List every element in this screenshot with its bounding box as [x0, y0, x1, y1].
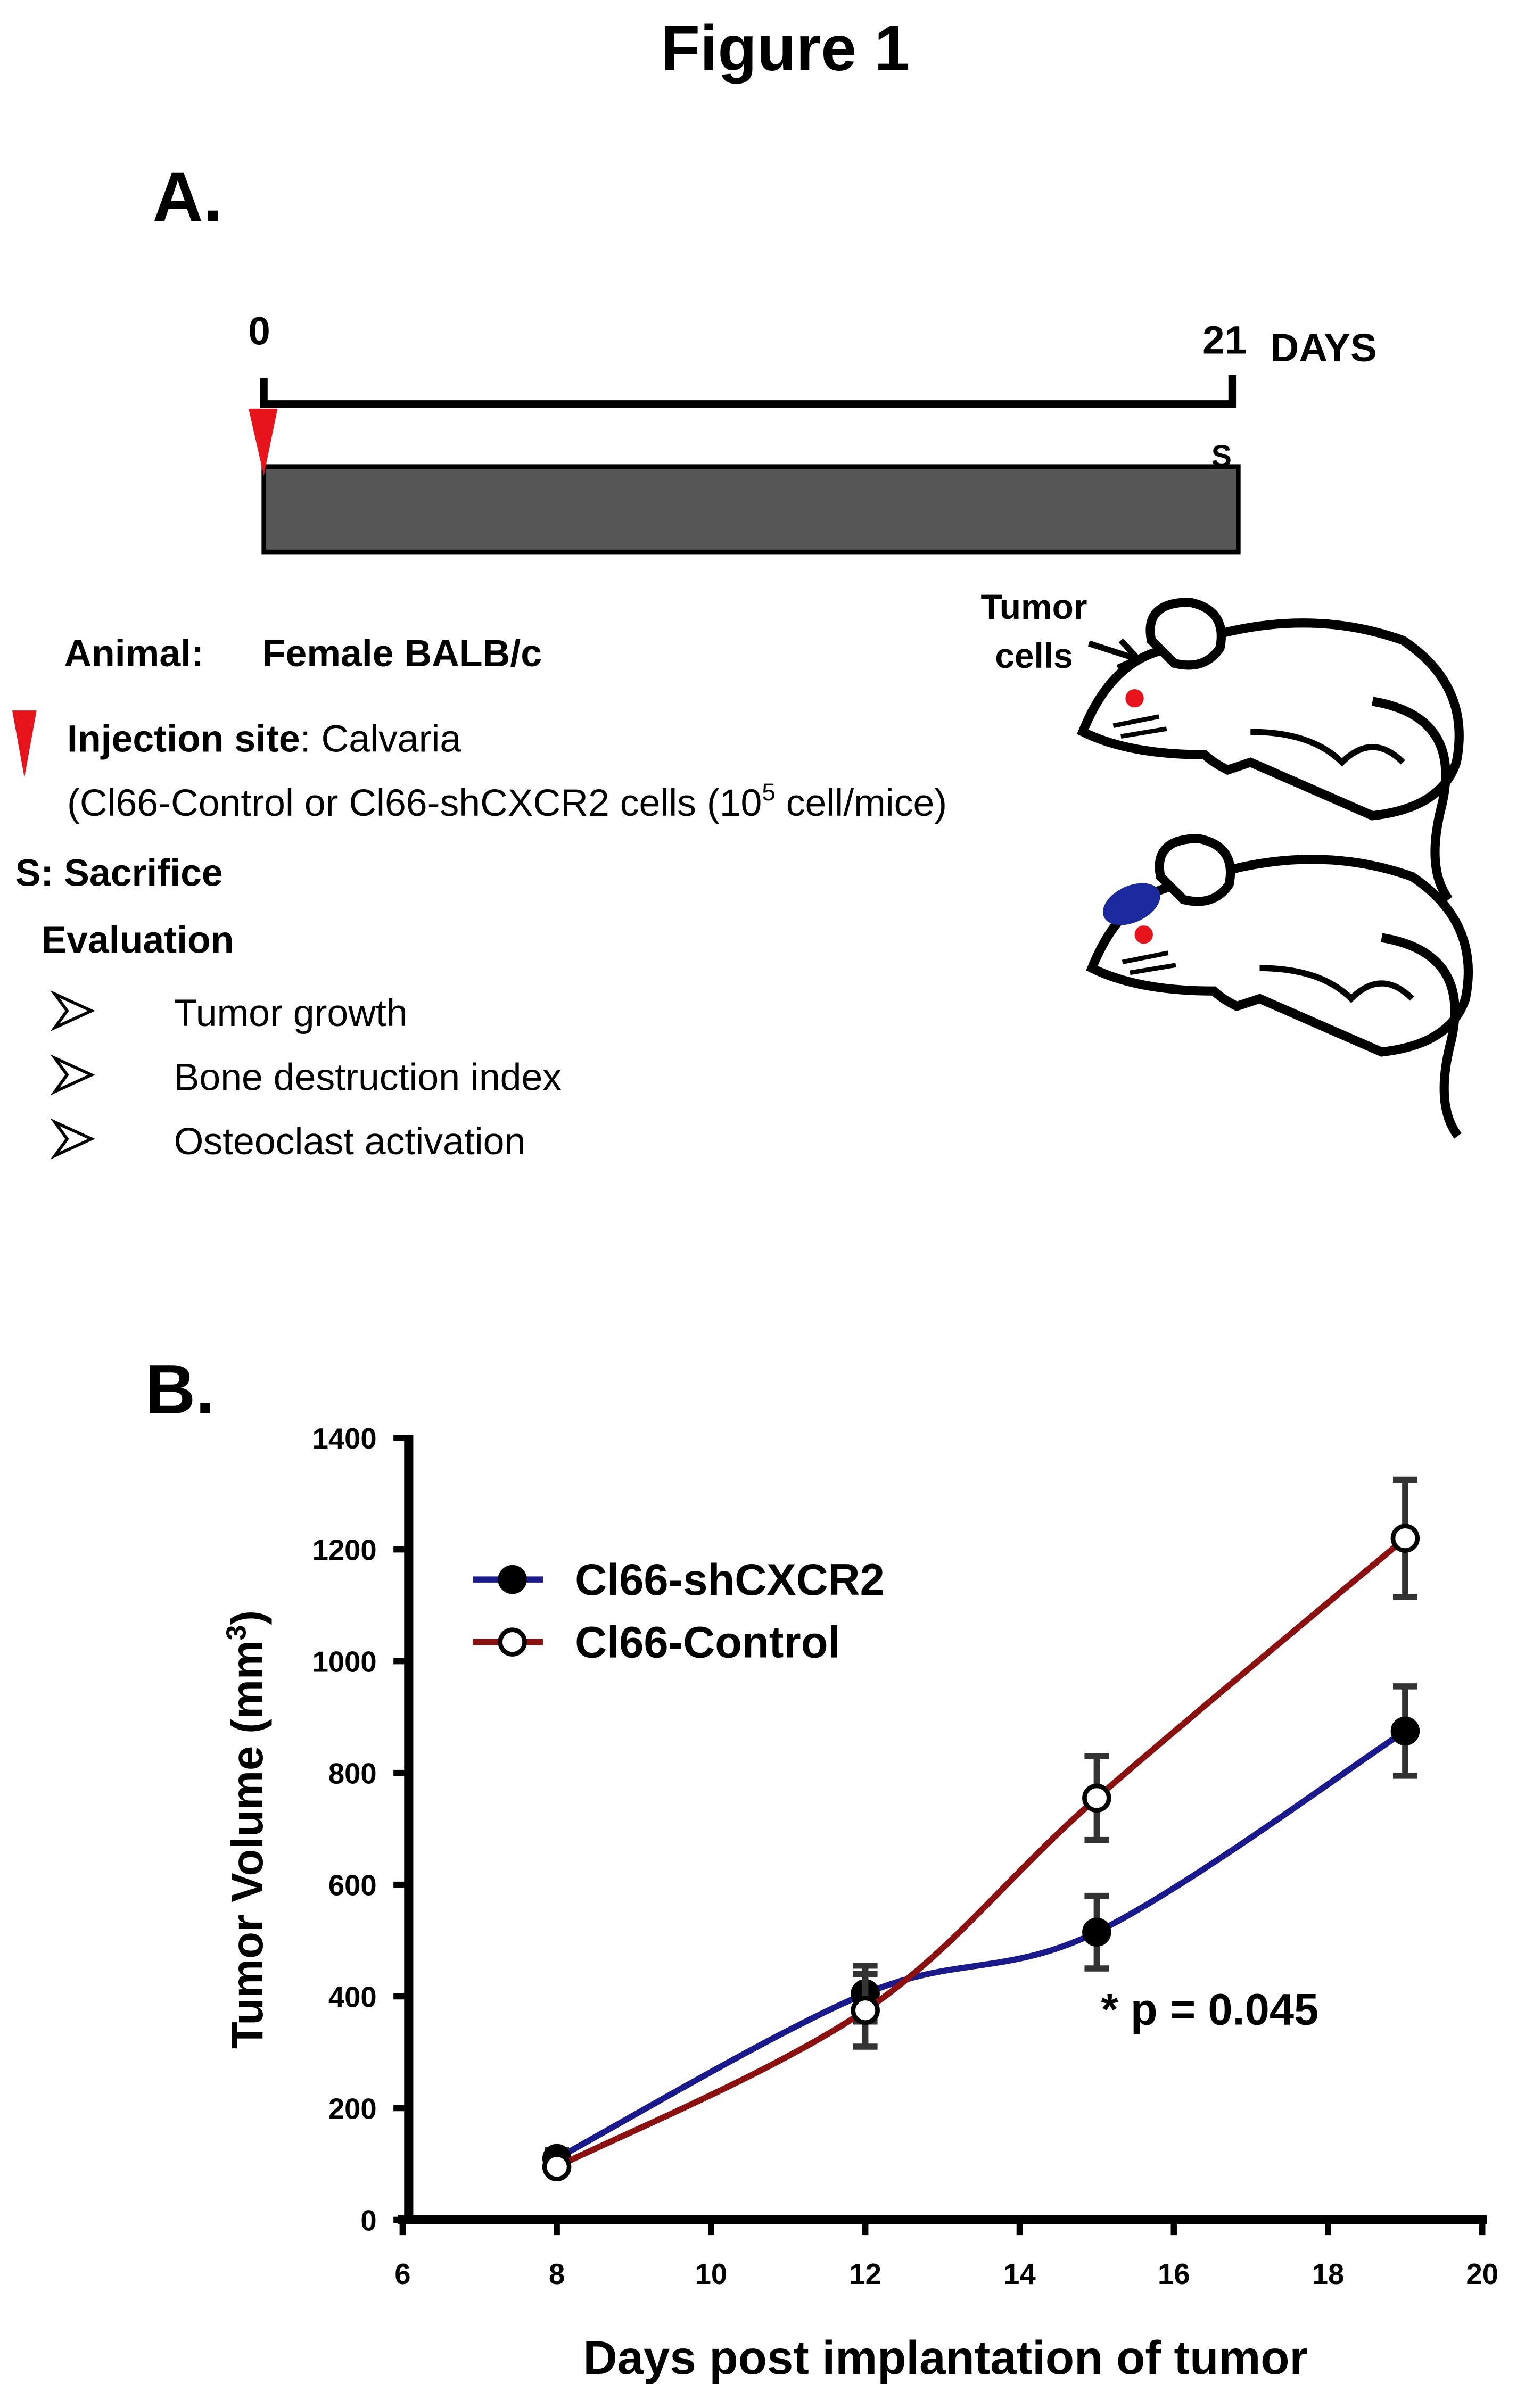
y-tick-label: 800 — [328, 1758, 377, 1790]
timeline-start: 0 — [248, 309, 270, 353]
data-point — [1082, 1917, 1111, 1947]
y-tick-label: 1000 — [312, 1646, 377, 1678]
y-axis-title: Tumor Volume (mm3) — [220, 1610, 272, 2049]
y-tick-label: 400 — [328, 1981, 377, 2014]
data-point — [1082, 1783, 1111, 1813]
figure-title: Figure 1 — [661, 13, 910, 84]
tumor-label: Tumor — [980, 587, 1087, 626]
injection: Injection site: Calvaria — [67, 717, 461, 760]
legend-label: Cl66-shCXCR2 — [575, 1555, 885, 1604]
timeline-end: 21 — [1202, 318, 1247, 362]
treatment-bar — [261, 464, 1241, 555]
x-tick-label: 14 — [1003, 2258, 1036, 2290]
x-tick-label: 18 — [1312, 2258, 1345, 2290]
injection-icon — [12, 710, 37, 778]
y-tick-label: 600 — [328, 1869, 377, 1902]
mouse — [1092, 839, 1468, 1136]
data-point — [542, 2152, 572, 2181]
y-tick-label: 1200 — [312, 1534, 377, 1567]
x-tick-label: 20 — [1466, 2258, 1499, 2290]
bullets — [50, 990, 95, 1160]
sacrifice: S: Sacrifice — [15, 852, 223, 895]
y-axis-title-text: Tumor Volume (mm — [222, 1640, 272, 2049]
x-tick-label: 8 — [549, 2258, 565, 2290]
legend-label: Cl66-Control — [575, 1617, 840, 1667]
evaluation-item: Osteoclast activation — [174, 1120, 526, 1163]
tumor — [1102, 883, 1160, 925]
y-axis-title-exponent: 3 — [220, 1625, 251, 1641]
animal: Female BALB/c — [262, 632, 542, 675]
data-point — [1390, 1716, 1420, 1746]
data-point — [1390, 1524, 1420, 1553]
x-tick-label: 6 — [394, 2258, 410, 2290]
legend-marker — [498, 1565, 527, 1594]
mouse — [1077, 598, 1464, 903]
annotation: * p = 0.045 — [1101, 1985, 1319, 2034]
y-tick-label: 0 — [360, 2205, 376, 2237]
timeline-unit: DAYS — [1271, 326, 1377, 370]
y-tick-label: 200 — [328, 2093, 377, 2125]
panel-label: B. — [145, 1350, 215, 1428]
cells-exponent: 5 — [762, 779, 775, 806]
evaluation: Evaluation — [41, 919, 234, 962]
tumor-label: cells — [995, 636, 1073, 675]
x-tick-label: 12 — [849, 2258, 881, 2290]
cells: (Cl66-Control or Cl66-shCXCR2 cells (105… — [67, 779, 947, 824]
injection-arrow — [248, 408, 278, 476]
series-line — [555, 1728, 1407, 2162]
legend-marker — [498, 1627, 527, 1657]
series-line — [555, 1536, 1407, 2170]
animal-label: Animal: — [64, 632, 204, 675]
timeline — [260, 375, 1237, 408]
evaluation-item: Tumor growth — [174, 992, 408, 1035]
cells-text: (Cl66-Control or Cl66-shCXCR2 cells (10 — [67, 782, 762, 824]
x-axis-title: Days post implantation of tumor — [583, 2331, 1308, 2384]
y-axis-title-text: ) — [222, 1610, 272, 1625]
injection-site: : Calvaria — [300, 717, 461, 760]
injection-label: Injection site — [67, 717, 300, 760]
cells-text: cell/mice) — [776, 782, 947, 824]
y-tick-label: 1400 — [312, 1422, 377, 1455]
evaluation-item: Bone destruction index — [174, 1056, 562, 1098]
x-tick-label: 16 — [1158, 2258, 1190, 2290]
data-point — [851, 1996, 880, 2025]
panel-label: A. — [153, 158, 223, 236]
x-tick-label: 10 — [695, 2258, 728, 2290]
